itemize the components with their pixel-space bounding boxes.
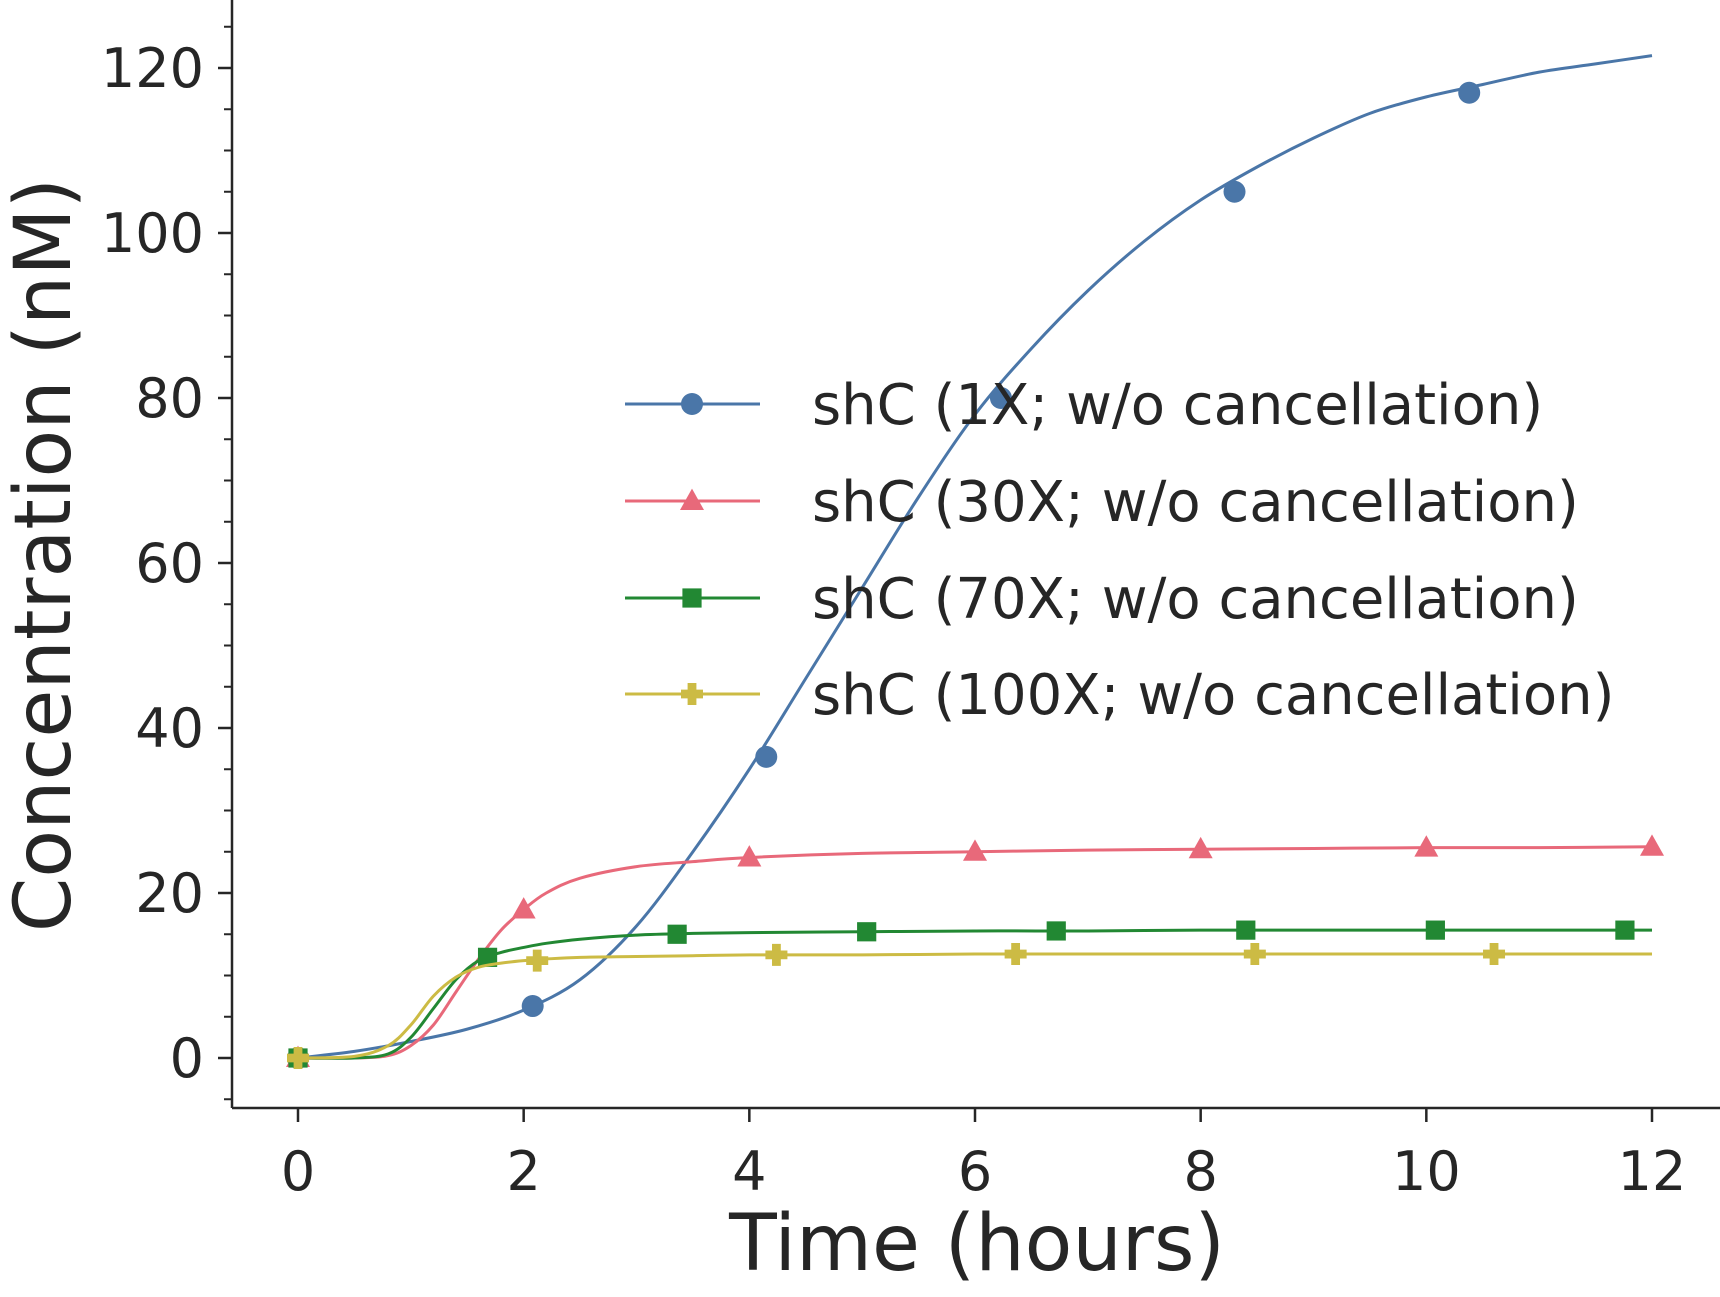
square-marker <box>1615 920 1635 940</box>
y-tick-label: 20 <box>135 862 204 925</box>
x-tick-label: 8 <box>1183 1140 1217 1203</box>
legend: shC (1X; w/o cancellation) shC (30X; w/o … <box>625 373 1614 728</box>
legend-item: shC (70X; w/o cancellation) <box>625 567 1579 632</box>
y-tick-label: 120 <box>101 37 204 100</box>
plus-marker <box>526 949 549 972</box>
triangle-marker <box>737 845 762 867</box>
circle-marker <box>1458 81 1481 104</box>
square-marker <box>477 947 498 967</box>
y-tick-label: 60 <box>135 532 204 595</box>
legend-label: shC (1X; w/o cancellation) <box>812 373 1543 438</box>
square-marker <box>1425 920 1445 940</box>
triangle-marker <box>1640 834 1664 856</box>
x-tick-label: 4 <box>732 1140 766 1203</box>
square-marker <box>857 922 877 942</box>
plus-marker <box>1004 943 1027 966</box>
series-line <box>297 845 1653 1060</box>
circle-marker <box>681 393 703 415</box>
series-layer <box>286 54 1664 1069</box>
legend-label: shC (30X; w/o cancellation) <box>812 470 1579 535</box>
plus-marker <box>287 1047 309 1069</box>
triangle-marker <box>1414 835 1439 857</box>
series-4 <box>287 943 1652 1069</box>
series-line <box>297 952 1652 1060</box>
circle-marker <box>755 745 778 768</box>
y-axis-label: Concentration (nM) <box>0 178 89 932</box>
series-1 <box>287 54 1653 1069</box>
x-axis-label: Time (hours) <box>728 1199 1225 1289</box>
y-tick-label: 80 <box>135 367 204 430</box>
circle-marker <box>1223 180 1246 203</box>
plus-marker <box>1483 943 1506 966</box>
legend-label: shC (100X; w/o cancellation) <box>812 663 1614 728</box>
plus-marker <box>1243 943 1266 966</box>
y-tick-label: 0 <box>170 1027 204 1090</box>
circle-marker <box>989 387 1012 409</box>
x-tick-label: 12 <box>1618 1140 1687 1203</box>
y-tick-label: 40 <box>135 697 204 760</box>
plus-marker <box>765 943 788 966</box>
x-tick-label: 2 <box>506 1140 540 1203</box>
plus-marker <box>681 683 703 705</box>
triangle-marker <box>511 897 536 919</box>
x-tick-label: 10 <box>1392 1140 1461 1203</box>
circle-marker <box>521 995 544 1018</box>
x-tick-label: 6 <box>958 1140 992 1203</box>
legend-item: shC (1X; w/o cancellation) <box>625 373 1543 438</box>
square-marker <box>1236 920 1256 940</box>
x-tick-label: 0 <box>281 1140 315 1203</box>
legend-item: shC (30X; w/o cancellation) <box>625 470 1579 535</box>
legend-item: shC (100X; w/o cancellation) <box>625 663 1614 728</box>
square-marker <box>682 588 702 608</box>
y-tick-label: 100 <box>101 202 204 265</box>
series-line <box>297 928 1652 1060</box>
square-marker <box>1046 921 1066 941</box>
legend-label: shC (70X; w/o cancellation) <box>812 567 1579 632</box>
triangle-marker <box>963 839 987 861</box>
series-line <box>297 54 1653 1060</box>
triangle-marker <box>680 488 704 510</box>
series-3 <box>288 920 1652 1068</box>
square-marker <box>667 924 687 944</box>
triangle-marker <box>1188 836 1213 859</box>
series-2 <box>286 834 1664 1067</box>
